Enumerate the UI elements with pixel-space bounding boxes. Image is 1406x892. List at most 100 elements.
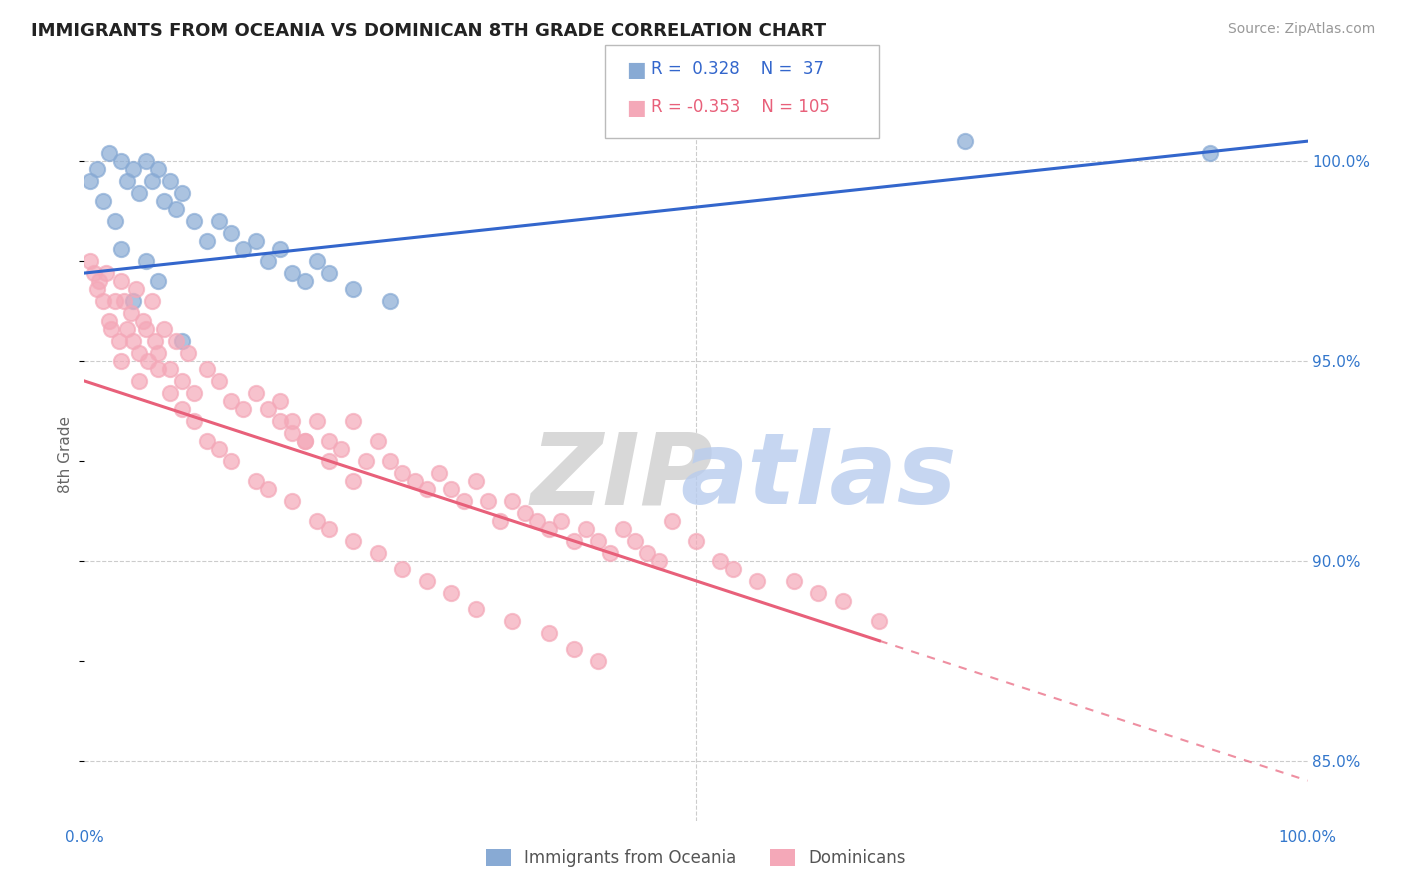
Point (120, 306, 142, 320)
Point (115, 174, 138, 188)
Point (135, 322, 157, 336)
Point (195, 434, 218, 448)
Point (269, 242, 291, 256)
Point (79, 254, 101, 268)
Point (269, 414, 291, 428)
Point (245, 386, 267, 401)
Text: R =  0.328    N =  37: R = 0.328 N = 37 (651, 60, 824, 78)
Point (125, 282, 148, 296)
Point (550, 514, 572, 528)
Point (586, 654, 609, 668)
Point (1198, 146, 1220, 161)
Legend: Immigrants from Oceania, Dominicans: Immigrants from Oceania, Dominicans (486, 849, 905, 867)
Point (380, 454, 402, 468)
Point (380, 293, 402, 308)
Point (107, 334, 129, 348)
Point (208, 442, 231, 456)
Point (305, 254, 328, 268)
Point (245, 234, 267, 248)
Point (136, 354, 159, 368)
Point (87, 274, 110, 288)
Point (342, 414, 364, 428)
Point (636, 546, 658, 560)
Point (79, 174, 101, 188)
Point (342, 282, 364, 296)
Text: atlas: atlas (681, 428, 956, 525)
Point (104, 293, 127, 308)
Point (416, 574, 439, 588)
Point (440, 586, 463, 600)
Point (219, 454, 242, 468)
Point (141, 293, 163, 308)
Point (146, 274, 169, 288)
Point (128, 186, 150, 201)
Point (831, 594, 853, 608)
Point (172, 401, 194, 416)
Point (502, 614, 524, 628)
Point (427, 466, 450, 480)
Point (513, 506, 536, 520)
Point (440, 482, 463, 496)
Point (153, 322, 176, 336)
Point (110, 242, 132, 256)
Point (195, 234, 218, 248)
Point (526, 514, 548, 528)
Point (135, 254, 157, 268)
Point (112, 293, 135, 308)
Point (183, 414, 205, 428)
Text: R = -0.353    N = 105: R = -0.353 N = 105 (651, 98, 830, 116)
Point (91, 194, 114, 208)
Point (391, 562, 413, 576)
Point (245, 474, 267, 488)
Point (165, 334, 187, 348)
Point (477, 494, 499, 508)
Point (219, 226, 242, 240)
Y-axis label: 8th Grade: 8th Grade (58, 417, 73, 493)
Point (281, 266, 304, 280)
Point (122, 162, 145, 177)
Point (232, 242, 254, 256)
Point (464, 602, 486, 616)
Point (110, 274, 132, 288)
Point (146, 162, 169, 177)
Text: IMMIGRANTS FROM OCEANIA VS DOMINICAN 8TH GRADE CORRELATION CHART: IMMIGRANTS FROM OCEANIA VS DOMINICAN 8TH… (31, 22, 827, 40)
Point (294, 434, 316, 448)
Point (661, 514, 683, 528)
Point (91, 293, 114, 308)
Point (141, 174, 163, 188)
Point (172, 374, 194, 388)
Point (159, 174, 181, 188)
Point (86, 162, 108, 177)
Point (159, 362, 181, 376)
Point (318, 434, 340, 448)
Point (257, 254, 280, 268)
Point (305, 414, 328, 428)
Point (153, 194, 176, 208)
Point (294, 434, 316, 448)
Point (685, 533, 707, 548)
Point (97, 314, 120, 328)
Point (269, 394, 291, 409)
Point (367, 434, 389, 448)
Point (146, 362, 169, 376)
Point (232, 401, 254, 416)
Point (97, 146, 120, 161)
Point (562, 641, 585, 656)
Point (177, 346, 200, 360)
Point (318, 454, 340, 468)
Point (721, 562, 744, 576)
Point (404, 474, 426, 488)
Point (110, 354, 132, 368)
Point (146, 346, 169, 360)
Text: ZIP: ZIP (531, 428, 714, 525)
Point (135, 154, 157, 169)
Point (538, 625, 561, 640)
Point (86, 282, 108, 296)
Point (257, 482, 280, 496)
Point (183, 386, 205, 401)
Point (208, 214, 231, 228)
Point (330, 442, 353, 456)
Point (489, 514, 512, 528)
Point (599, 546, 621, 560)
Text: Source: ZipAtlas.com: Source: ZipAtlas.com (1227, 22, 1375, 37)
